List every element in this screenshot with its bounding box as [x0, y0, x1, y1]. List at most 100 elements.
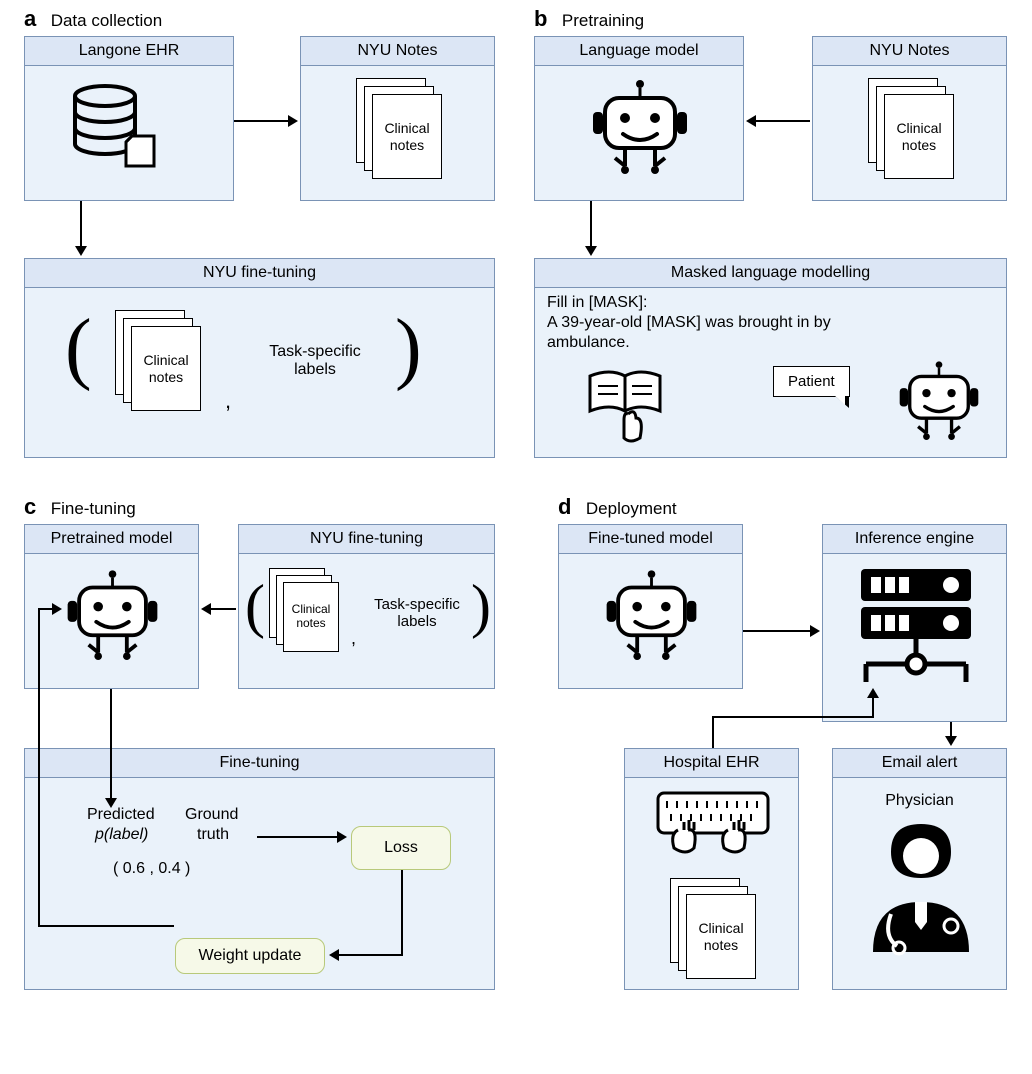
comma: , — [225, 388, 231, 414]
box-finetuned-model: Fine-tuned model — [558, 524, 743, 689]
arrow-head — [337, 831, 347, 843]
task-labels: Task-specific labels — [367, 596, 467, 630]
panel-d-letter: d — [558, 494, 571, 520]
arrow — [590, 201, 592, 246]
arrow — [234, 120, 288, 122]
panel-d-title: Deployment — [586, 499, 677, 519]
server-icon — [851, 564, 981, 704]
loss-label: Loss — [384, 839, 418, 857]
box-pretrained-header: Pretrained model — [25, 525, 198, 554]
box-mlm-header: Masked language modelling — [535, 259, 1006, 288]
arrow — [712, 716, 874, 718]
box-nyu-notes-b-header: NYU Notes — [813, 37, 1006, 66]
box-email-alert: Email alert Physician — [832, 748, 1007, 990]
robot-icon — [893, 358, 985, 450]
arrow-head — [585, 246, 597, 256]
robot-icon — [60, 564, 165, 674]
arrow — [756, 120, 810, 122]
box-finetuning: Fine-tuning Predicted p(label) Ground tr… — [24, 748, 495, 990]
arrow-head — [867, 688, 879, 698]
box-finetuned-header: Fine-tuned model — [559, 525, 742, 554]
arrow-head — [105, 798, 117, 808]
doc-label: Clinical notes — [131, 352, 201, 386]
physician-icon — [861, 822, 981, 962]
arrow — [38, 925, 174, 927]
weight-update-box: Weight update — [175, 938, 325, 974]
arrow — [872, 698, 874, 718]
paren-left: ( — [245, 572, 265, 641]
box-inference-header: Inference engine — [823, 525, 1006, 554]
box-nyu-notes-a: NYU Notes Clinical notes — [300, 36, 495, 201]
box-nyu-ft-c: NYU fine-tuning ( Clinical notes , Task-… — [238, 524, 495, 689]
arrow-head — [329, 949, 339, 961]
arrow — [339, 954, 403, 956]
database-icon — [70, 81, 170, 181]
task-labels: Task-specific labels — [260, 343, 370, 379]
truth-text: truth — [197, 826, 229, 844]
doc-label: Clinical notes — [372, 120, 442, 154]
arrow-head — [810, 625, 820, 637]
box-nyu-ft-a-header: NYU fine-tuning — [25, 259, 494, 288]
arrow-head — [945, 736, 957, 746]
book-hand-icon — [580, 366, 670, 446]
box-nyu-notes-a-header: NYU Notes — [301, 37, 494, 66]
paren-right: ) — [471, 572, 491, 641]
panel-b-heading: b Pretraining — [534, 6, 644, 32]
mlm-line3: ambulance. — [547, 334, 630, 352]
paren-left: ( — [65, 303, 92, 394]
ground-text: Ground — [185, 806, 238, 824]
robot-icon — [585, 76, 695, 186]
box-hospital-ehr: Hospital EHR Clinical notes — [624, 748, 799, 990]
arrow — [211, 608, 236, 610]
arrow — [712, 716, 714, 748]
doc-label: Clinical notes — [686, 920, 756, 954]
arrow-head — [201, 603, 211, 615]
panel-a-letter: a — [24, 6, 36, 32]
panel-d-heading: d Deployment — [558, 494, 677, 520]
box-langone-header: Langone EHR — [25, 37, 233, 66]
arrow-head — [52, 603, 62, 615]
arrow — [743, 630, 810, 632]
physician-label: Physician — [833, 792, 1006, 810]
arrow — [257, 836, 337, 838]
box-email-header: Email alert — [833, 749, 1006, 778]
arrow — [38, 608, 52, 610]
arrow — [80, 201, 82, 246]
box-mlm: Masked language modelling Fill in [MASK]… — [534, 258, 1007, 458]
box-ft-header: Fine-tuning — [25, 749, 494, 778]
arrow — [110, 689, 112, 799]
arrow-head — [288, 115, 298, 127]
panel-a-heading: a Data collection — [24, 6, 162, 32]
arrow — [38, 608, 40, 927]
predicted-text: Predicted — [87, 806, 155, 824]
panel-a-title: Data collection — [51, 11, 163, 31]
panel-c-heading: c Fine-tuning — [24, 494, 136, 520]
plabel-text: p(label) — [95, 826, 148, 844]
doc-label: Clinical notes — [884, 120, 954, 154]
mlm-line2: A 39-year-old [MASK] was brought in by — [547, 314, 831, 332]
panel-c-letter: c — [24, 494, 36, 520]
panel-b-letter: b — [534, 6, 547, 32]
loss-box: Loss — [351, 826, 451, 870]
arrow-head — [746, 115, 756, 127]
box-nyu-finetuning-a: NYU fine-tuning ( Clinical notes , Task-… — [24, 258, 495, 458]
box-hospital-header: Hospital EHR — [625, 749, 798, 778]
speech-tail-inner — [834, 395, 845, 405]
box-language-model: Language model — [534, 36, 744, 201]
doc-label: Clinical notes — [283, 602, 339, 631]
arrow — [950, 722, 952, 736]
mlm-line1: Fill in [MASK]: — [547, 294, 647, 312]
box-lm-header: Language model — [535, 37, 743, 66]
panel-b-title: Pretraining — [562, 11, 644, 31]
box-pretrained-model: Pretrained model — [24, 524, 199, 689]
box-inference-engine: Inference engine — [822, 524, 1007, 722]
values-text: ( 0.6 , 0.4 ) — [113, 860, 190, 878]
keyboard-hands-icon — [653, 788, 773, 858]
arrow-head — [75, 246, 87, 256]
speech-bubble: Patient — [773, 366, 850, 397]
weight-update-label: Weight update — [199, 947, 302, 965]
panel-c-title: Fine-tuning — [51, 499, 136, 519]
paren-right: ) — [395, 303, 422, 394]
box-nyu-ft-c-header: NYU fine-tuning — [239, 525, 494, 554]
box-nyu-notes-b: NYU Notes Clinical notes — [812, 36, 1007, 201]
